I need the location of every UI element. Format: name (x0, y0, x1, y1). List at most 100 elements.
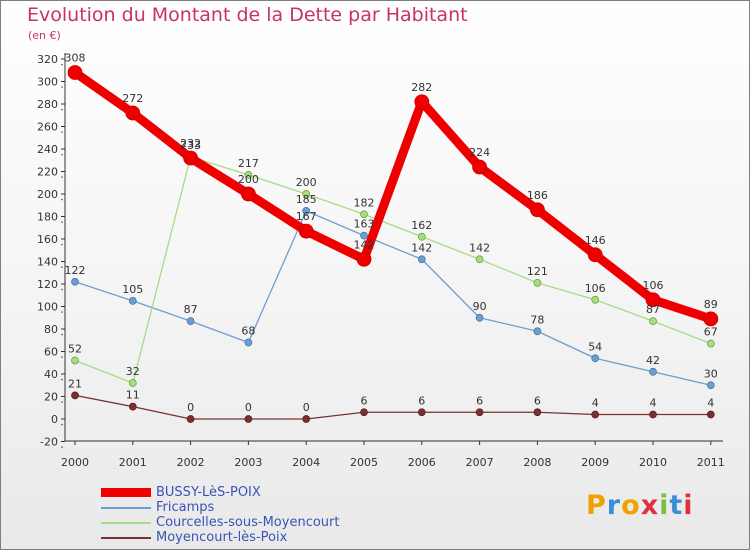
y-minor-dot (61, 333, 63, 336)
data-label: 4 (592, 397, 599, 410)
data-point (417, 408, 426, 417)
y-minor-dot (61, 153, 63, 156)
data-label: 106 (585, 282, 606, 295)
data-label: 163 (354, 218, 375, 231)
data-point (356, 251, 372, 267)
y-minor-dot (61, 423, 63, 426)
data-point (475, 313, 484, 322)
data-point (533, 408, 542, 417)
data-label: 68 (241, 325, 255, 338)
y-tick-label: 200 (37, 188, 58, 201)
legend-item: Fricamps (101, 500, 339, 515)
data-point (302, 190, 311, 198)
data-point (591, 354, 600, 363)
y-minor-dot (61, 131, 63, 133)
data-label: 217 (238, 157, 259, 170)
data-point (417, 255, 426, 264)
data-label: 233 (180, 139, 201, 152)
data-point (186, 415, 195, 423)
data-point (417, 232, 426, 241)
data-label: 142 (411, 241, 432, 254)
data-point (533, 279, 542, 287)
y-tick-label: 80 (44, 323, 58, 336)
data-label: 142 (469, 241, 490, 254)
data-label: 6 (534, 394, 541, 407)
data-point (706, 410, 715, 419)
series-line-3 (74, 394, 712, 420)
data-label: 308 (65, 52, 86, 65)
y-minor-dot (61, 243, 63, 246)
data-point (414, 94, 430, 110)
data-point (706, 339, 715, 348)
data-label: 87 (184, 303, 198, 316)
data-label: 185 (296, 193, 317, 206)
y-tick-label: 180 (37, 211, 58, 224)
data-label: 182 (354, 196, 375, 209)
series-line-2 (74, 156, 712, 384)
y-minor-dot (61, 446, 63, 448)
x-tick-label: 2002 (177, 456, 205, 469)
y-tick-label: -20 (40, 436, 58, 449)
data-point (475, 255, 484, 264)
data-label: 4 (650, 397, 657, 410)
y-tick-label: 220 (37, 166, 58, 179)
data-point (128, 402, 137, 411)
data-label: 78 (530, 313, 544, 326)
y-minor-dot (61, 108, 63, 111)
data-label: 106 (643, 279, 664, 292)
x-tick-label: 2005 (350, 456, 378, 469)
data-point (244, 415, 253, 423)
y-tick-label: 60 (44, 346, 58, 359)
data-point (302, 415, 311, 423)
data-label: 87 (646, 303, 660, 316)
series-line-0 (70, 68, 716, 324)
data-point (125, 105, 141, 121)
y-minor-dot (61, 198, 63, 201)
y-minor-dot (61, 401, 63, 403)
data-point (67, 65, 83, 80)
legend-item: BUSSY-LèS-POIX (101, 485, 339, 500)
data-label: 89 (704, 298, 718, 311)
legend-label: Courcelles-sous-Moyencourt (156, 515, 340, 530)
data-label: 67 (704, 326, 718, 339)
x-tick-label: 2000 (61, 456, 89, 469)
y-minor-dot (61, 266, 63, 268)
data-label: 142 (354, 238, 375, 251)
data-point (472, 159, 488, 175)
data-label: 162 (411, 219, 432, 232)
y-tick-label: 320 (37, 53, 58, 66)
y-tick-label: 240 (37, 143, 58, 156)
data-label: 282 (411, 81, 432, 94)
y-tick-label: 280 (37, 98, 58, 111)
data-point (591, 410, 600, 419)
data-point (360, 231, 368, 240)
y-tick-label: 100 (37, 301, 58, 314)
y-minor-dot (61, 378, 63, 381)
y-minor-dot (61, 356, 63, 358)
y-tick-label: 20 (44, 391, 58, 404)
data-label: 4 (707, 397, 714, 410)
data-label: 200 (238, 173, 259, 186)
data-point (475, 408, 484, 417)
x-tick-label: 2004 (292, 456, 320, 469)
series-line-1 (74, 210, 712, 386)
data-label: 200 (296, 176, 317, 189)
data-label: 90 (473, 300, 487, 313)
data-point (244, 171, 253, 179)
data-point (128, 297, 137, 305)
data-label: 42 (646, 354, 660, 367)
y-tick-label: 40 (44, 368, 58, 381)
y-tick-label: 260 (37, 121, 58, 134)
legend-swatch (101, 536, 151, 539)
data-point (71, 277, 79, 286)
data-point (703, 311, 719, 327)
y-tick-label: 300 (37, 76, 58, 89)
data-point (649, 410, 657, 419)
chart-title: Evolution du Montant de la Dette par Hab… (27, 4, 468, 26)
y-tick-label: 160 (37, 233, 58, 246)
data-label: 21 (68, 377, 82, 390)
data-label: 224 (469, 146, 490, 159)
data-label: 0 (303, 401, 310, 414)
data-label: 30 (704, 367, 718, 380)
